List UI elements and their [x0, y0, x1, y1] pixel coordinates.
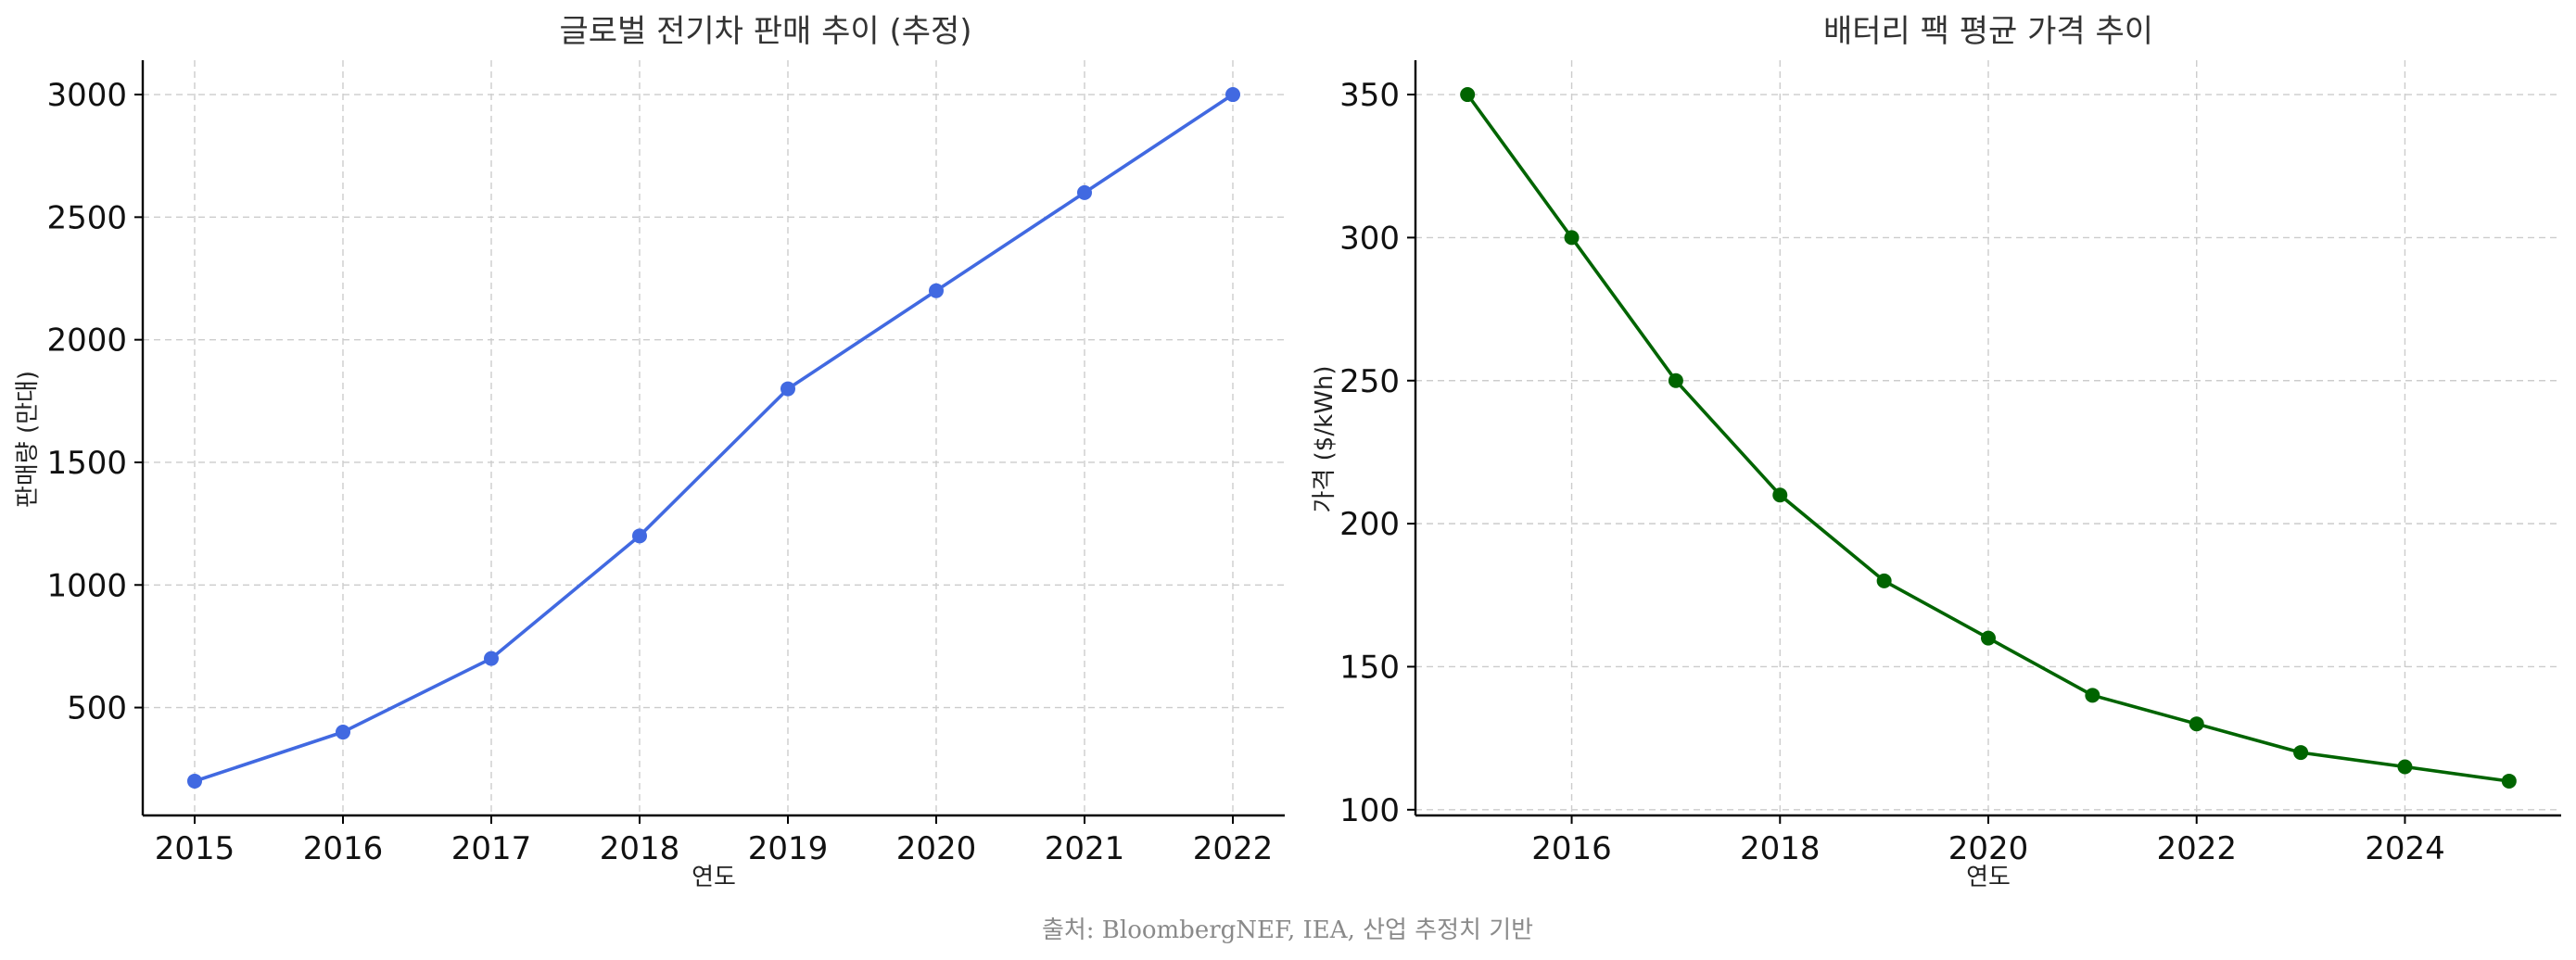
battery-price-data-point [1564, 230, 1580, 246]
ev-sales-data-point [1077, 184, 1092, 200]
ev-sales-chart-title: 글로벌 전기차 판매 추이 (추정) [559, 13, 971, 50]
ev-sales-ticks: 2015 2016 2017 2018 2019 2020 2021 2022 500 1000 1… [46, 77, 1273, 867]
ev-sales-x-axis-label: 연도 [692, 864, 736, 891]
ev-sales-data-point [632, 528, 647, 544]
battery-price-data-point [2189, 716, 2204, 732]
battery-price-series [1460, 87, 2517, 789]
battery-price-data-point [2085, 688, 2100, 703]
ev-sales-y-axis-label: 판매량 (만대) [14, 371, 42, 508]
ev-sales-x-tick-label: 2022 [1193, 830, 1274, 867]
ev-sales-data-point [484, 651, 499, 666]
battery-price-y-tick-label: 150 [1339, 649, 1400, 686]
ev-sales-x-tick-label: 2017 [451, 830, 532, 867]
ev-sales-y-tick-label: 1500 [46, 445, 127, 482]
ev-sales-axes [141, 60, 1285, 817]
battery-price-x-axis-label: 연도 [1966, 864, 2011, 891]
ev-sales-data-point [780, 381, 795, 397]
battery-price-ticks: 2016 2018 2020 2022 2024 100 150 200 250 300 350 [1339, 77, 2445, 867]
ev-sales-data-point [187, 773, 202, 789]
battery-price-data-point [1981, 630, 1996, 646]
battery-price-data-point [2397, 759, 2413, 775]
battery-price-data-point [1460, 87, 1476, 103]
ev-sales-y-tick-label: 500 [67, 690, 127, 727]
battery-price-data-point [1772, 487, 1788, 503]
battery-price-y-axis-label: 가격 ($/kWh) [1311, 366, 1339, 513]
ev-sales-x-tick-label: 2018 [600, 830, 680, 867]
battery-price-data-point [2293, 745, 2309, 761]
ev-sales-data-point [929, 283, 944, 298]
ev-sales-y-tick-label: 2500 [46, 199, 127, 236]
battery-price-x-tick-label: 2018 [1740, 830, 1821, 867]
battery-price-x-tick-label: 2022 [2156, 830, 2237, 867]
ev-sales-data-point [336, 725, 350, 740]
ev-sales-y-tick-label: 1000 [46, 567, 127, 604]
ev-sales-x-tick-label: 2019 [748, 830, 829, 867]
ev-sales-y-tick-label: 2000 [46, 322, 127, 360]
battery-price-y-tick-label: 300 [1339, 220, 1400, 257]
ev-sales-x-tick-label: 2015 [155, 830, 235, 867]
ev-sales-data-point [1225, 87, 1240, 103]
battery-price-data-point [2501, 773, 2517, 789]
ev-sales-x-tick-label: 2020 [896, 830, 977, 867]
battery-price-chart: 배터리 팩 평균 가격 추이 2016 2018 2020 2022 2024 100 15… [1311, 13, 2561, 891]
battery-price-x-tick-label: 2016 [1531, 830, 1612, 867]
battery-price-chart-title: 배터리 팩 평균 가격 추이 [1823, 13, 2153, 50]
ev-sales-chart: 글로벌 전기차 판매 추이 (추정) 2015 2016 2017 2018 2019 2… [14, 13, 1285, 891]
battery-price-data-point [1668, 373, 1683, 388]
battery-price-y-tick-label: 200 [1339, 506, 1400, 543]
battery-price-x-tick-label: 2020 [1948, 830, 2029, 867]
battery-price-y-tick-label: 100 [1339, 792, 1400, 829]
ev-sales-y-tick-label: 3000 [46, 77, 127, 114]
ev-sales-x-tick-label: 2016 [303, 830, 384, 867]
source-caption: 출처: BloombergNEF, IEA, 산업 추정치 기반 [1042, 916, 1533, 944]
ev-sales-series [187, 87, 1240, 789]
battery-price-x-tick-label: 2024 [2365, 830, 2445, 867]
battery-price-grid [1415, 60, 2561, 815]
battery-price-y-tick-label: 250 [1339, 363, 1400, 400]
battery-price-y-tick-label: 350 [1339, 77, 1400, 114]
battery-price-data-point [1876, 573, 1892, 588]
ev-sales-x-tick-label: 2021 [1045, 830, 1125, 867]
ev-sales-series-line [194, 93, 1234, 783]
